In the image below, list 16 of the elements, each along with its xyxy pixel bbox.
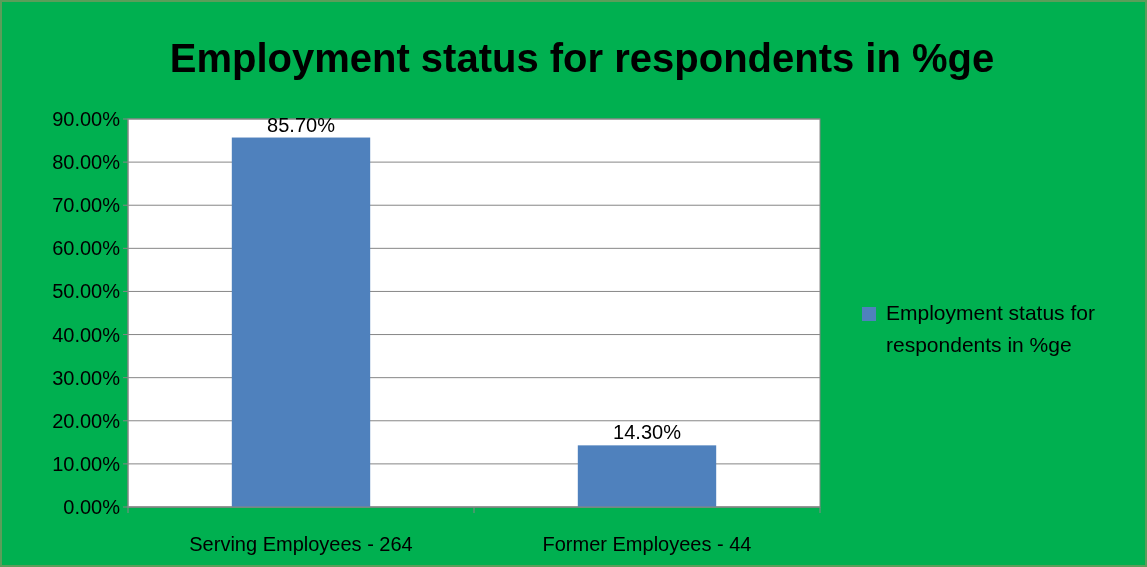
y-tick-label: 30.00% <box>52 366 121 389</box>
y-tick-label: 0.00% <box>63 496 121 518</box>
y-tick-label: 40.00% <box>52 323 121 346</box>
legend-label: Employment status for respondents in %ge <box>886 301 1095 356</box>
y-tick-label: 50.00% <box>52 280 121 303</box>
x-tick-label: Former Employees - 44 <box>542 533 752 555</box>
x-tick-label: Serving Employees - 264 <box>189 533 413 555</box>
data-label: 85.70% <box>267 113 336 136</box>
y-tick-label: 60.00% <box>52 237 121 260</box>
y-tick-label: 20.00% <box>52 409 121 432</box>
data-label: 14.30% <box>613 421 682 444</box>
y-tick-label: 90.00% <box>52 108 121 130</box>
y-tick-label: 70.00% <box>52 194 121 217</box>
chart-title: Employment status for respondents in %ge <box>169 36 995 80</box>
y-tick-label: 10.00% <box>52 452 121 475</box>
y-tick-label: 80.00% <box>52 151 121 174</box>
